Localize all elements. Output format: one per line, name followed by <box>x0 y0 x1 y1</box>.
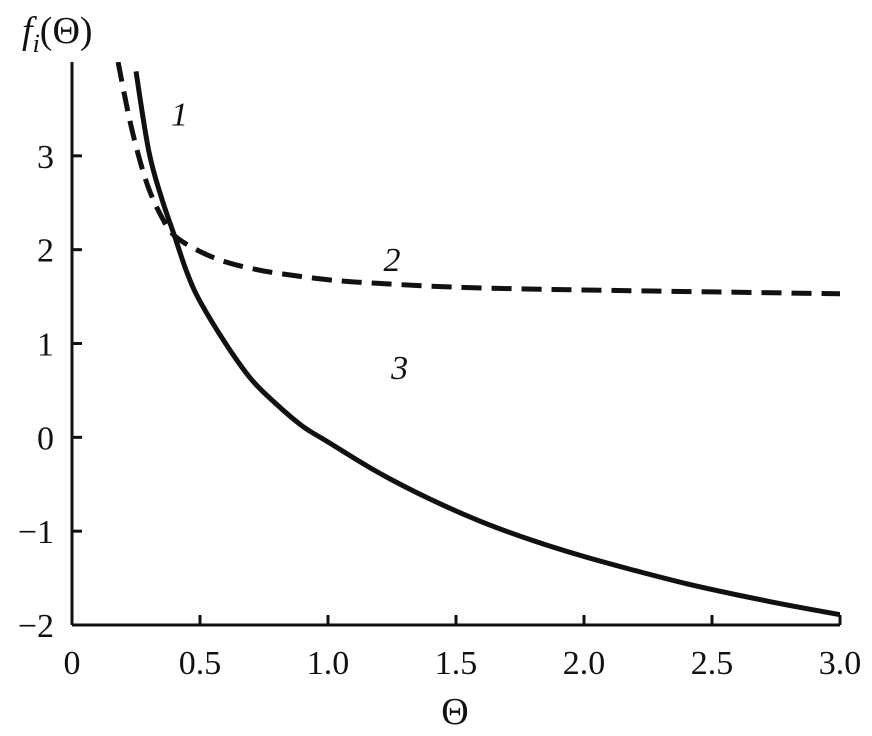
y-tick-label: −1 <box>18 514 54 551</box>
x-tick-label: 1.0 <box>307 645 350 682</box>
series-2-line <box>115 62 840 297</box>
series-2-label: 2 <box>384 242 401 279</box>
x-tick-label: 1.5 <box>435 645 478 682</box>
y-tick-label: 1 <box>37 327 54 364</box>
x-axis-title: Θ <box>441 691 468 733</box>
y-tick-label: 0 <box>37 420 54 457</box>
x-tick-label: 2.5 <box>691 645 734 682</box>
x-tick-label: 0.5 <box>179 645 222 682</box>
axes <box>70 62 840 627</box>
x-tick-label: 2.0 <box>563 645 606 682</box>
series-group <box>82 62 840 618</box>
y-axis-title-subscript: i <box>33 29 40 58</box>
y-axis-title: fi(Θ) <box>22 10 93 58</box>
series-3-label: 3 <box>390 350 408 387</box>
x-tick-label: 3.0 <box>819 645 862 682</box>
x-tick-label: 0 <box>64 645 81 682</box>
y-tick-label: 3 <box>37 139 54 176</box>
curve-labels: 1 2 3 <box>171 97 408 387</box>
series-1-line <box>133 71 840 618</box>
series-1-label: 1 <box>171 97 188 134</box>
y-tick-label: −2 <box>18 608 54 645</box>
y-tick-label: 2 <box>37 233 54 270</box>
ticks: 0 0.5 1.0 1.5 2.0 2.5 3.0 −2 −1 0 1 2 3 <box>18 139 861 682</box>
y-axis-title-tail: (Θ) <box>40 10 93 52</box>
